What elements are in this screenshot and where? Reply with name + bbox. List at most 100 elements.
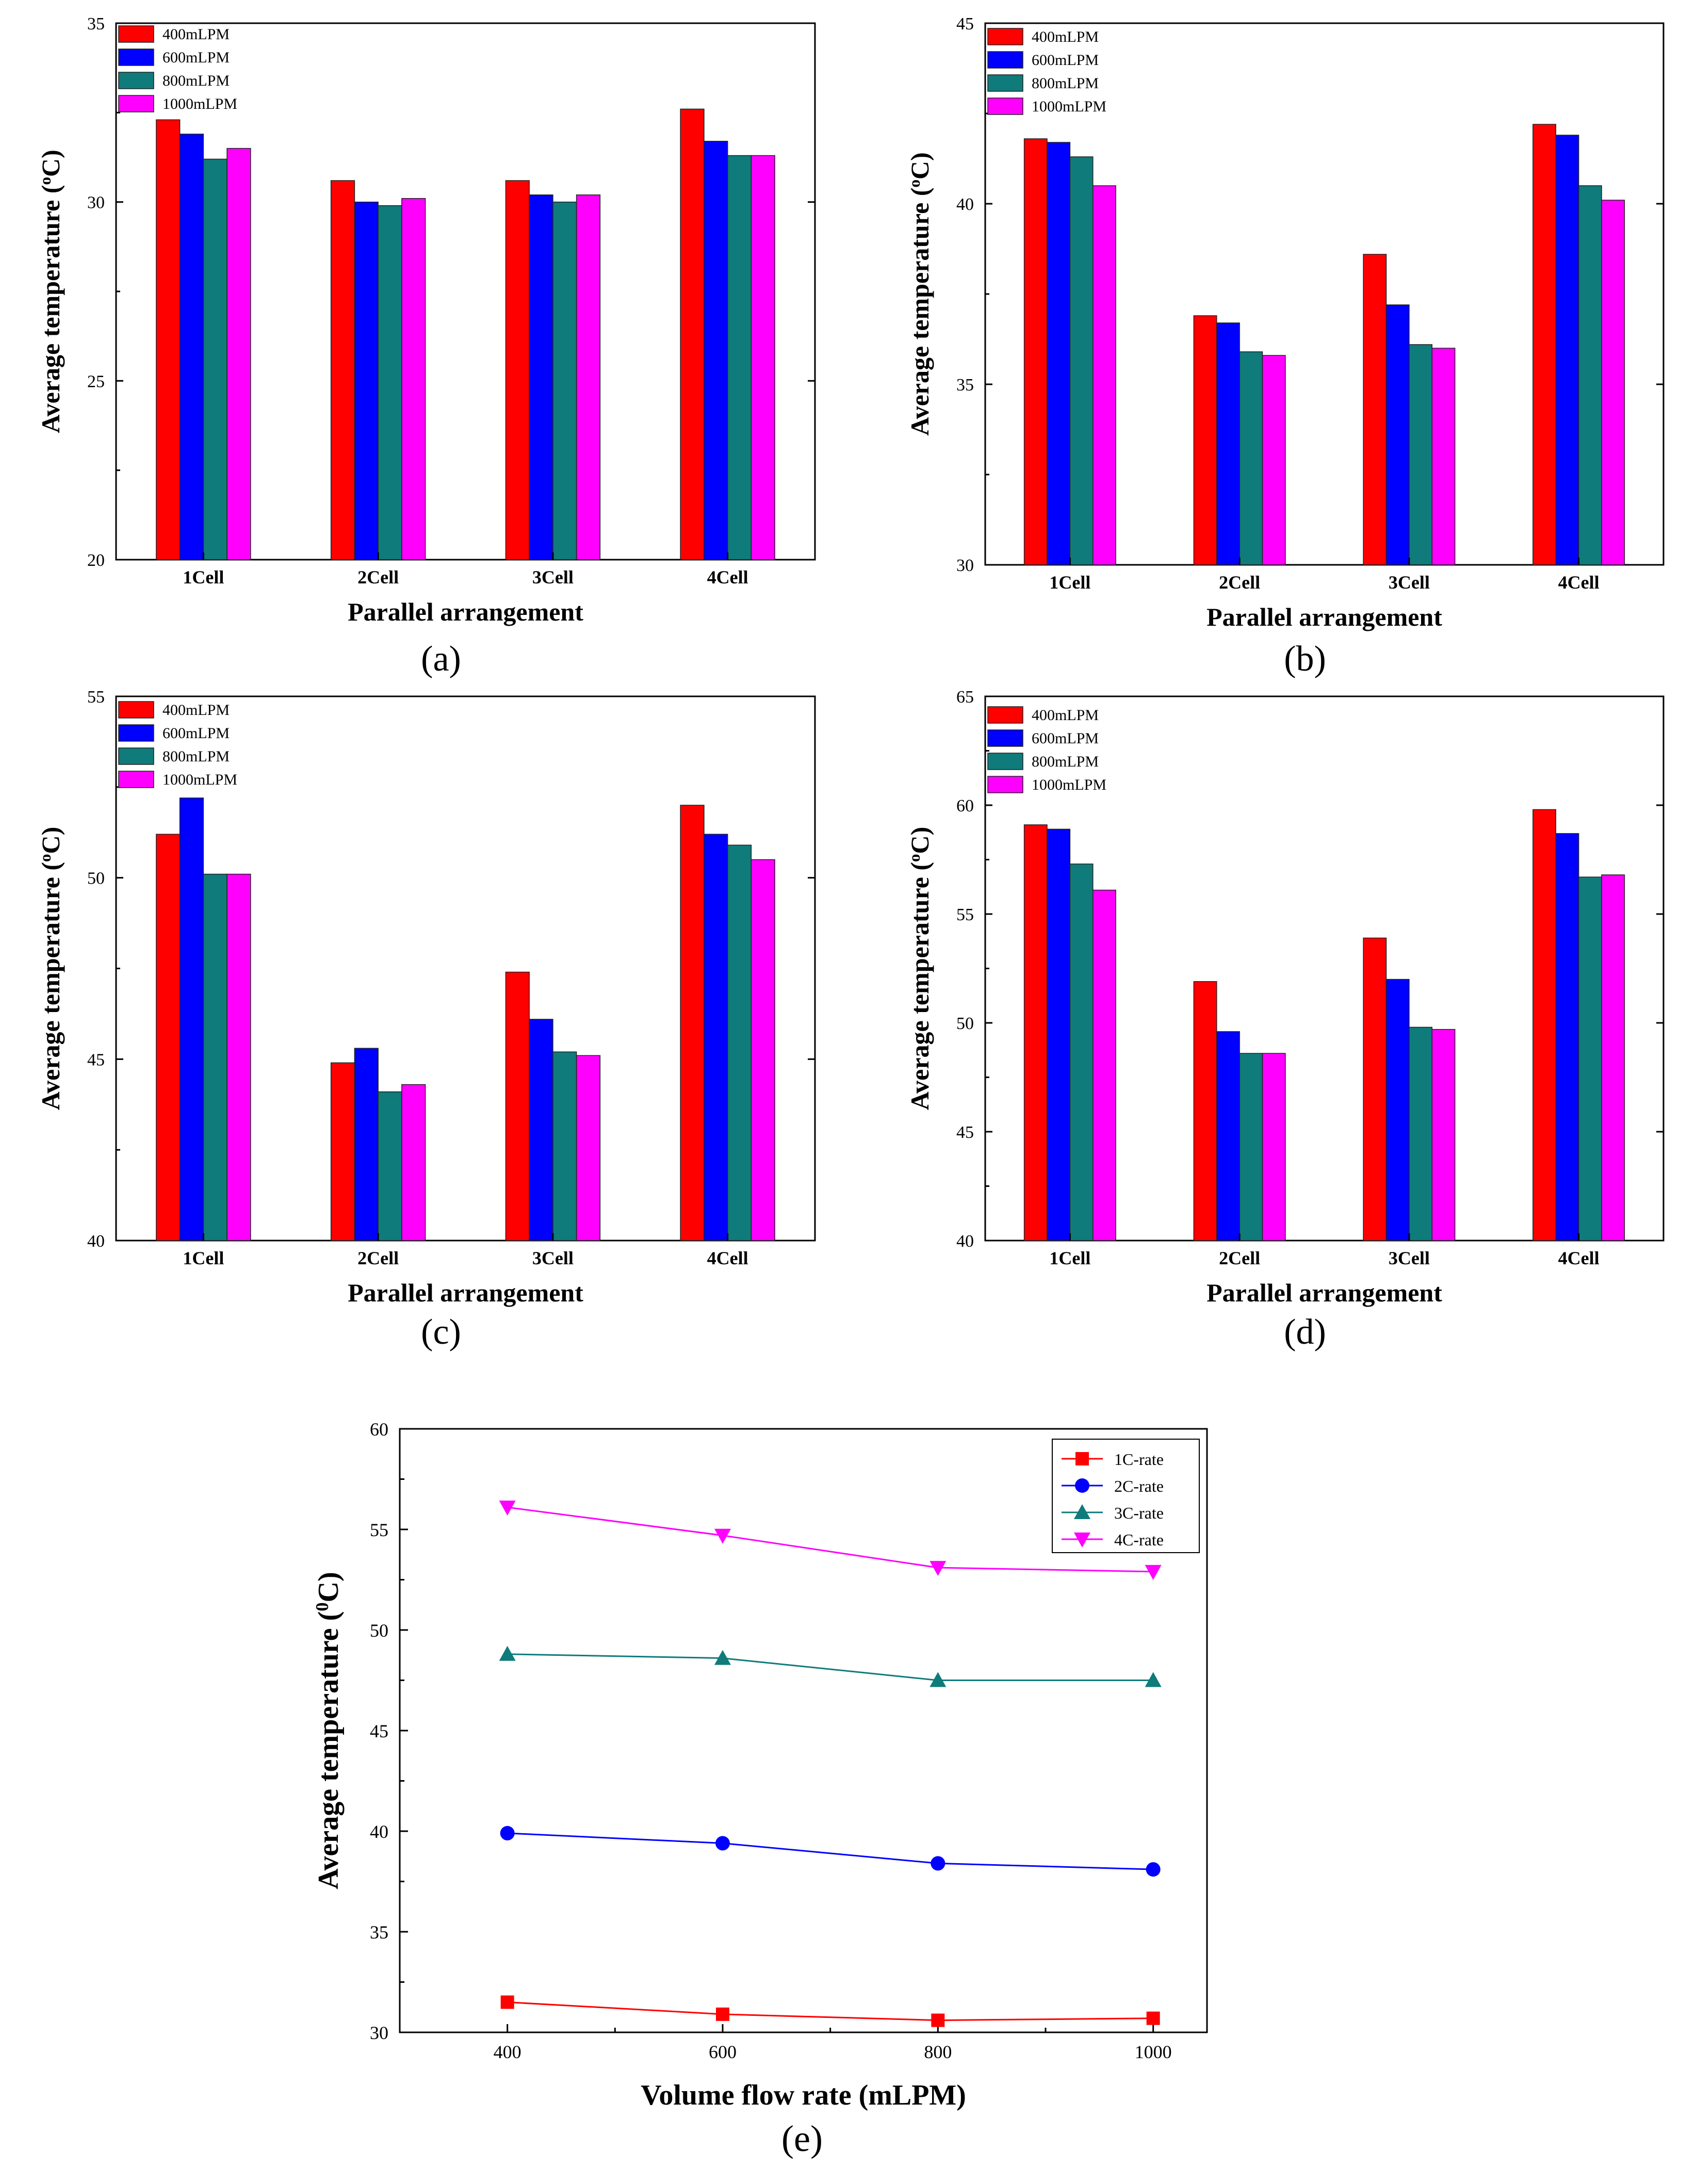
legend-label: 600mLPM xyxy=(1032,730,1099,747)
bar-800mLPM-2Cell xyxy=(1239,1053,1263,1241)
bar-600mLPM-4Cell xyxy=(704,834,728,1241)
y-tick-label: 55 xyxy=(956,905,974,924)
legend-swatch-400mLPM xyxy=(987,706,1023,724)
point-1C-rate-600 xyxy=(716,2007,729,2021)
bar-600mLPM-1Cell xyxy=(179,797,204,1241)
legend-label: 1000mLPM xyxy=(1032,98,1106,115)
point-1C-rate-400 xyxy=(500,1995,514,2009)
bar-600mLPM-4Cell xyxy=(704,141,728,560)
bar-1000mLPM-3Cell xyxy=(576,194,601,560)
bar-chart-c: 40 45 50 55 1Cell 2Cell 3Cell 4Cell 400mLPM 600mL… xyxy=(36,688,816,1352)
bar-600mLPM-4Cell xyxy=(1555,833,1579,1241)
legend-label: 800mLPM xyxy=(1032,75,1099,92)
y-tick-label: 30 xyxy=(87,193,105,213)
point-2C-rate-800 xyxy=(931,1856,945,1871)
panel-caption: (c) xyxy=(421,1312,461,1352)
x-axis-title: Parallel arrangement xyxy=(1206,602,1442,631)
y-tick-label: 25 xyxy=(87,372,105,391)
x-tick-label: 1Cell xyxy=(1049,572,1090,593)
x-tick-label: 4Cell xyxy=(707,1248,748,1268)
legend-label: 3C-rate xyxy=(1114,1504,1164,1522)
x-tick-label: 400 xyxy=(494,2042,521,2062)
x-tick-label: 800 xyxy=(924,2042,952,2062)
legend-swatch-1000mLPM xyxy=(987,776,1023,793)
panel-caption: (a) xyxy=(421,639,461,679)
y-tick-label: 30 xyxy=(956,556,974,575)
legend-swatch-800mLPM xyxy=(118,747,154,765)
bar-1000mLPM-4Cell xyxy=(1601,874,1625,1241)
legend-marker-2C-rate xyxy=(1075,1478,1089,1493)
legend-swatch-400mLPM xyxy=(987,28,1023,45)
point-3C-rate-800 xyxy=(929,1672,947,1687)
point-2C-rate-400 xyxy=(500,1826,515,1840)
bar-400mLPM-4Cell xyxy=(1532,124,1556,565)
bar-1000mLPM-1Cell xyxy=(226,873,251,1241)
y-tick-label: 65 xyxy=(956,688,974,707)
bar-400mLPM-2Cell xyxy=(330,1062,355,1241)
x-tick-label: 2Cell xyxy=(357,1248,399,1268)
bar-600mLPM-3Cell xyxy=(529,194,553,560)
legend-swatch-600mLPM xyxy=(118,48,154,66)
x-tick-label: 1Cell xyxy=(183,567,224,588)
x-axis-title: Volume flow rate (mLPM) xyxy=(641,2079,966,2111)
bar-1000mLPM-3Cell xyxy=(1431,1029,1456,1241)
point-4C-rate-400 xyxy=(499,1501,516,1516)
point-4C-rate-800 xyxy=(929,1561,947,1576)
bar-1000mLPM-2Cell xyxy=(1262,355,1286,565)
bar-400mLPM-3Cell xyxy=(505,971,530,1241)
series-line-1C-rate xyxy=(507,2001,1153,2022)
y-tick-label: 20 xyxy=(87,551,105,570)
bar-1000mLPM-4Cell xyxy=(751,859,775,1241)
panel-caption: (d) xyxy=(1284,1312,1326,1352)
legend-swatch-400mLPM xyxy=(118,701,154,719)
bar-1000mLPM-3Cell xyxy=(576,1055,601,1241)
x-tick-label: 4Cell xyxy=(1558,572,1600,593)
y-axis-title: Average temperature (0C) xyxy=(312,1572,345,1889)
bar-chart-d: 40 45 50 55 60 65 1Cell 2Cell 3Cell 4Cell 400mLPM 6… xyxy=(905,688,1665,1352)
point-1C-rate-800 xyxy=(931,2013,945,2027)
bar-1000mLPM-1Cell xyxy=(226,148,251,560)
legend-label: 400mLPM xyxy=(162,702,230,719)
point-1C-rate-1000 xyxy=(1146,2011,1160,2025)
legend-label: 400mLPM xyxy=(162,26,230,43)
bar-1000mLPM-2Cell xyxy=(1262,1053,1286,1241)
bar-600mLPM-3Cell xyxy=(1385,979,1410,1241)
x-tick-label: 4Cell xyxy=(1558,1248,1600,1268)
bar-400mLPM-1Cell xyxy=(156,834,181,1241)
y-tick-label: 60 xyxy=(370,1419,388,1440)
y-tick-label: 45 xyxy=(87,1050,105,1069)
bar-600mLPM-4Cell xyxy=(1555,135,1579,565)
bar-400mLPM-4Cell xyxy=(680,805,705,1241)
series-line-3C-rate xyxy=(507,1653,1153,1681)
bar-400mLPM-2Cell xyxy=(1193,315,1217,565)
bar-chart-a: 20 25 30 35 1Cell 2Cell 3Cell 4Cell 400mLPM 600mL… xyxy=(36,14,816,679)
y-tick-label: 40 xyxy=(956,1232,974,1251)
legend-marker-3C-rate xyxy=(1074,1504,1090,1519)
bar-400mLPM-4Cell xyxy=(680,108,705,560)
bar-1000mLPM-2Cell xyxy=(401,198,426,560)
x-tick-label: 3Cell xyxy=(532,1248,574,1268)
legend-label: 1C-rate xyxy=(1114,1450,1164,1469)
panel-caption: (e) xyxy=(781,2118,823,2159)
y-tick-label: 45 xyxy=(370,1721,388,1741)
bar-600mLPM-3Cell xyxy=(1385,304,1410,565)
legend-swatch-1000mLPM xyxy=(118,95,154,112)
x-tick-label: 2Cell xyxy=(1219,1248,1260,1268)
y-axis-title: Average temperature (oC) xyxy=(905,152,935,436)
x-tick-label: 4Cell xyxy=(707,567,748,588)
legend-swatch-1000mLPM xyxy=(987,97,1023,115)
point-4C-rate-1000 xyxy=(1145,1564,1162,1580)
x-tick-label: 3Cell xyxy=(532,567,574,588)
x-axis-title: Parallel arrangement xyxy=(348,597,583,626)
legend-label: 600mLPM xyxy=(162,49,230,66)
bar-1000mLPM-1Cell xyxy=(1092,185,1116,565)
bar-600mLPM-2Cell xyxy=(1216,322,1240,565)
legend-swatch-800mLPM xyxy=(118,72,154,89)
x-tick-label: 3Cell xyxy=(1389,1248,1430,1268)
legend-swatch-800mLPM xyxy=(987,74,1023,92)
y-tick-label: 40 xyxy=(370,1821,388,1842)
y-tick-label: 35 xyxy=(956,376,974,395)
bar-400mLPM-2Cell xyxy=(330,180,355,560)
bar-800mLPM-1Cell xyxy=(1069,863,1094,1241)
y-tick-label: 35 xyxy=(370,1922,388,1943)
